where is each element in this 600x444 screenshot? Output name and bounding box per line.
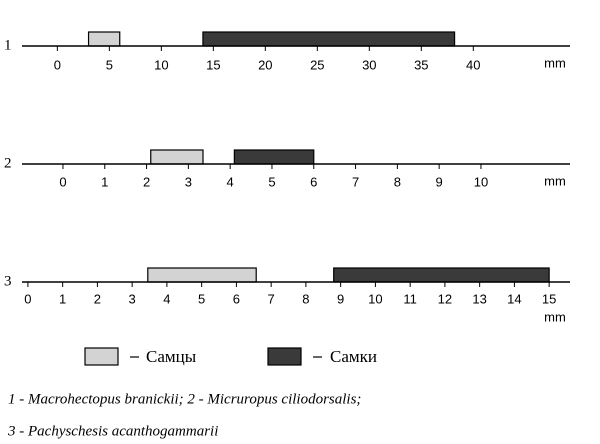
x-tick-label: 8 — [394, 174, 401, 189]
x-tick-label: 10 — [154, 57, 168, 72]
x-tick-label: 2 — [94, 291, 101, 306]
x-tick-label: 14 — [507, 291, 521, 306]
legend-swatch — [267, 347, 302, 366]
x-tick-label: 5 — [198, 291, 205, 306]
x-tick-label: 35 — [414, 57, 428, 72]
x-tick-label: 40 — [466, 57, 480, 72]
legend-swatch — [84, 347, 119, 366]
x-tick-label: 7 — [268, 291, 275, 306]
chart-label: 3 — [4, 273, 12, 289]
x-tick-label: 1 — [59, 291, 66, 306]
x-tick-label: 6 — [233, 291, 240, 306]
x-tick-label: 9 — [337, 291, 344, 306]
x-tick-label: 0 — [54, 57, 61, 72]
legend-label: Самцы — [146, 347, 197, 366]
range-bar — [202, 31, 456, 47]
x-tick-label: 12 — [438, 291, 452, 306]
unit-label: mm — [544, 309, 566, 324]
x-tick-label: 3 — [185, 174, 192, 189]
range-bar — [87, 31, 121, 47]
chart-label: 2 — [4, 155, 12, 171]
x-tick-label: 4 — [163, 291, 170, 306]
x-tick-label: 8 — [302, 291, 309, 306]
x-tick-label: 5 — [106, 57, 113, 72]
x-tick-label: 30 — [362, 57, 376, 72]
x-tick-label: 4 — [227, 174, 234, 189]
unit-label: mm — [544, 55, 566, 70]
x-tick-label: 15 — [206, 57, 220, 72]
x-tick-label: 9 — [436, 174, 443, 189]
legend-label: Самки — [330, 347, 377, 366]
x-tick-label: 10 — [474, 174, 488, 189]
x-tick-label: 6 — [310, 174, 317, 189]
range-bar — [150, 149, 204, 165]
x-tick-label: 20 — [258, 57, 272, 72]
footnote: 1 - Macrohectopus branickii; 2 - Micruro… — [8, 391, 361, 407]
chart-label: 1 — [4, 37, 12, 53]
range-bar — [333, 267, 550, 283]
unit-label: mm — [544, 173, 566, 188]
x-tick-label: 10 — [368, 291, 382, 306]
x-tick-label: 25 — [310, 57, 324, 72]
x-tick-label: 7 — [352, 174, 359, 189]
x-tick-label: 11 — [403, 291, 417, 306]
x-tick-label: 13 — [472, 291, 486, 306]
x-tick-label: 0 — [59, 174, 66, 189]
range-bar — [233, 149, 315, 165]
x-tick-label: 3 — [129, 291, 136, 306]
x-tick-label: 0 — [24, 291, 31, 306]
x-tick-label: 2 — [143, 174, 150, 189]
x-tick-label: 15 — [542, 291, 556, 306]
x-tick-label: 1 — [101, 174, 108, 189]
footnote: 3 - Pachyschesis acanthogammarii — [7, 423, 218, 439]
x-tick-label: 5 — [268, 174, 275, 189]
range-bar — [147, 267, 257, 283]
